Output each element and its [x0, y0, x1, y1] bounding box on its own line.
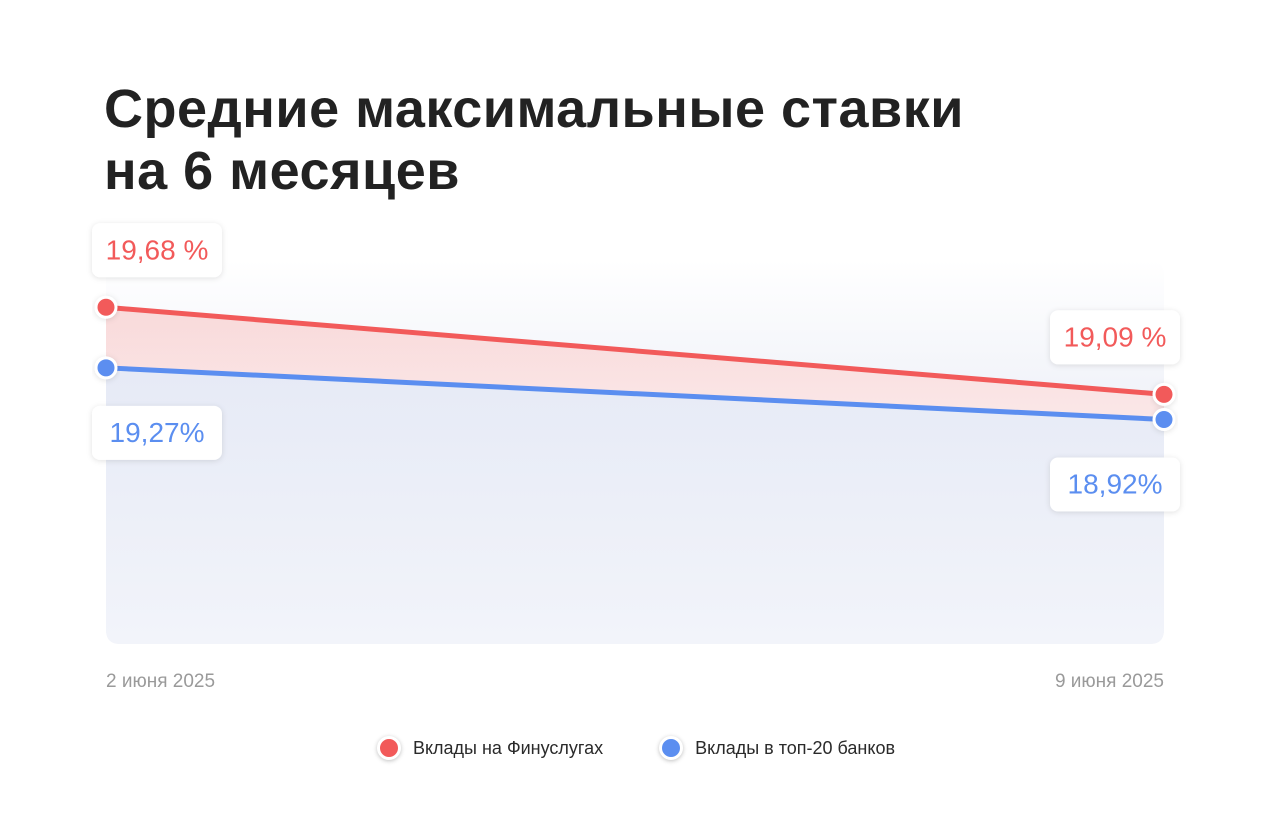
series-line-top20 — [103, 365, 1167, 423]
point-finuslugi-end — [1152, 382, 1176, 406]
label-finuslugi-end: 19,09 % — [1050, 310, 1180, 365]
legend-dot-blue — [659, 736, 684, 760]
label-finuslugi-start-text: 19,68 % — [106, 234, 209, 265]
legend-dot-red — [376, 736, 401, 760]
label-finuslugi-end-text: 19,09 % — [1064, 321, 1167, 352]
label-top20-end-text: 18,92% — [1068, 469, 1163, 500]
legend: Вклады на Финуслугах Вклады в топ-20 бан… — [0, 736, 1272, 760]
label-finuslugi-start: 19,68 % — [92, 223, 222, 278]
label-top20-end-box — [1050, 457, 1180, 512]
point-finuslugi-start — [94, 295, 118, 319]
series-line-finuslugi — [103, 304, 1167, 397]
label-top20-start-box — [92, 405, 222, 460]
chart-title-line-1: Средние максимальные ставки — [104, 79, 964, 139]
legend-item-top20: Вклады в топ-20 банков — [659, 736, 895, 760]
point-top20-end — [1152, 408, 1176, 432]
legend-item-finuslugi: Вклады на Финуслугах — [376, 736, 604, 760]
legend-label-finuslugi: Вклады на Финуслугах — [412, 737, 604, 758]
legend-label-top20: Вклады в топ-20 банков — [695, 737, 896, 758]
chart-title: Средние максимальные ставки на 6 месяцев — [104, 78, 1164, 202]
label-top20-end: 18,92% — [1050, 457, 1180, 512]
x-tick-start: 2 июня 2025 — [106, 671, 215, 692]
label-finuslugi-start-box — [92, 223, 222, 278]
point-top20-start — [94, 356, 118, 380]
label-finuslugi-end-box — [1050, 310, 1180, 365]
area-below-top20 — [106, 367, 1164, 644]
label-top20-start: 19,27% — [92, 405, 222, 460]
label-top20-start-text: 19,27% — [110, 417, 205, 448]
area-between-series — [106, 307, 1164, 420]
chart-title-line-2: на 6 месяцев — [104, 141, 460, 201]
x-tick-end: 9 июня 2025 — [1055, 671, 1164, 692]
